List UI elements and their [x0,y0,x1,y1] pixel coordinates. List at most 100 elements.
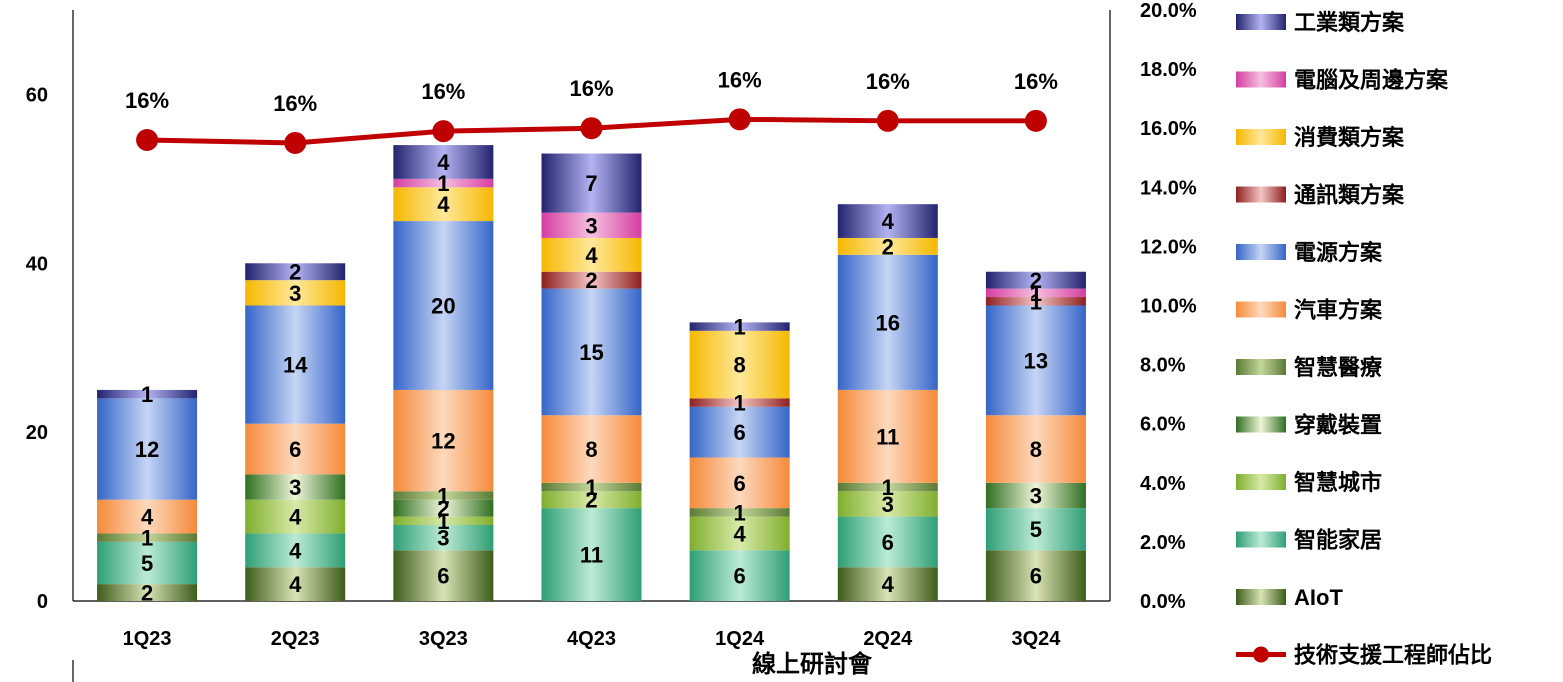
x-tick-label: 2Q24 [863,628,913,650]
legend-swatch [1236,14,1286,30]
x-tick-label: 2Q23 [271,628,320,650]
bar-segment [837,516,938,568]
legend-swatch [1236,531,1286,548]
segment-value-label: 8 [1030,437,1042,462]
segment-value-label: 8 [585,437,597,462]
line-point [580,117,603,140]
legend-swatch [1236,589,1286,605]
segment-value-label: 20 [431,294,455,319]
right-y-tick-label: 18.0% [1140,59,1197,81]
segment-value-label: 2 [141,581,153,606]
line-point [728,108,751,131]
legend: 工業類方案電腦及周邊方案消費類方案通訊類方案電源方案汽車方案智慧醫療穿戴裝置智慧… [1236,10,1492,668]
bar-segment [97,389,198,399]
bar-segment [541,237,642,272]
bar-segment [985,550,1086,601]
segment-value-label: 4 [734,521,747,546]
segment-value-label: 5 [141,551,153,576]
segment-value-label: 1 [734,500,746,525]
right-y-tick-labels: 0.0% 2.0% 4.0% 6.0% 8.0% 10.0% 12.0% 14.0% 16.0%… [1140,0,1197,613]
segment-value-label: 6 [437,564,449,589]
right-y-tick-label: 20.0% [1140,0,1197,22]
bar-segment [393,187,494,222]
segment-value-label: 1 [734,391,746,416]
segment-value-label: 6 [734,471,746,496]
segment-value-label: 8 [734,353,746,378]
bar-segment [97,584,198,601]
bar-segment [393,499,494,517]
left-y-tick-label: 60 [26,84,48,106]
right-y-tick-label: 0.0% [1140,591,1186,613]
segment-value-label: 3 [882,492,894,517]
legend-label: 消費類方案 [1294,125,1405,150]
bar-segment [393,145,494,179]
x-tick-labels: 1Q23 2Q23 3Q23 4Q23 1Q24 2Q24 3Q24 [123,628,1062,650]
line-point-label: 16% [125,88,169,113]
segment-value-label: 16 [876,310,900,335]
bar-segment [393,516,494,526]
bar-segment [837,389,938,483]
legend-label: 智能家居 [1294,528,1382,553]
segment-value-label: 5 [1030,517,1042,542]
legend-swatch [1236,244,1286,260]
segment-value-label: 1 [141,382,153,407]
segment-value-label: 4 [289,538,302,563]
bar-segment [837,482,938,492]
segment-value-label: 1 [437,171,449,196]
segment-value-label: 1 [1030,281,1042,306]
segment-value-label: 2 [1030,268,1042,293]
segment-value-label: 1 [437,509,449,534]
segment-value-label: 1 [437,483,449,508]
segment-value-label: 2 [882,234,894,259]
segment-value-label: 15 [579,340,603,365]
right-y-tick-label: 2.0% [1140,532,1186,554]
legend-swatch [1236,301,1286,318]
bar-segment [985,482,1086,509]
bar-segment [689,550,790,601]
bar-segment [393,221,494,390]
bar-segment [541,153,642,213]
legend-line-marker [1253,646,1269,663]
bar-segment [245,474,346,500]
segment-value-label: 1 [585,475,597,500]
segment-value-label: 11 [580,543,603,568]
bar-segment [245,533,346,568]
right-y-tick-label: 4.0% [1140,473,1186,495]
x-tick-label: 1Q24 [715,628,765,650]
segment-value-label: 3 [289,475,301,500]
bar-segment [97,499,198,534]
right-y-tick-label: 12.0% [1140,236,1197,258]
bar-segment [985,288,1086,298]
bar-segment [689,508,790,517]
right-y-tick-label: 6.0% [1140,414,1186,436]
segment-value-label: 6 [734,564,746,589]
legend-label: 技術支援工程師佔比 [1294,643,1492,668]
bar-segment [689,398,790,407]
segment-value-label: 4 [289,505,302,530]
legend-label: 通訊類方案 [1294,183,1405,208]
left-y-tick-label: 0 [37,591,48,613]
bar-segment [97,398,198,500]
bar-segment [245,567,346,601]
segment-value-label: 4 [882,209,895,234]
bar-segment [97,533,198,542]
segment-value-label: 6 [289,437,301,462]
line-point [432,120,455,143]
right-y-tick-label: 8.0% [1140,355,1186,377]
segment-value-label: 3 [289,281,301,306]
segment-value-label: 4 [585,243,598,268]
x-tick-label: 3Q24 [1011,628,1061,650]
left-y-tick-label: 40 [26,253,48,275]
bar-segment [689,457,790,509]
legend-swatch [1236,474,1286,490]
bar-segment [541,288,642,416]
bar-segment [985,271,1086,289]
bar-segment [97,541,198,585]
legend-swatch [1236,129,1286,145]
legend-label: AIoT [1294,585,1343,610]
segment-value-label: 2 [437,496,449,521]
segment-value-label: 4 [882,572,895,597]
bar-segment [985,508,1086,551]
line-point-label: 16% [866,69,910,94]
